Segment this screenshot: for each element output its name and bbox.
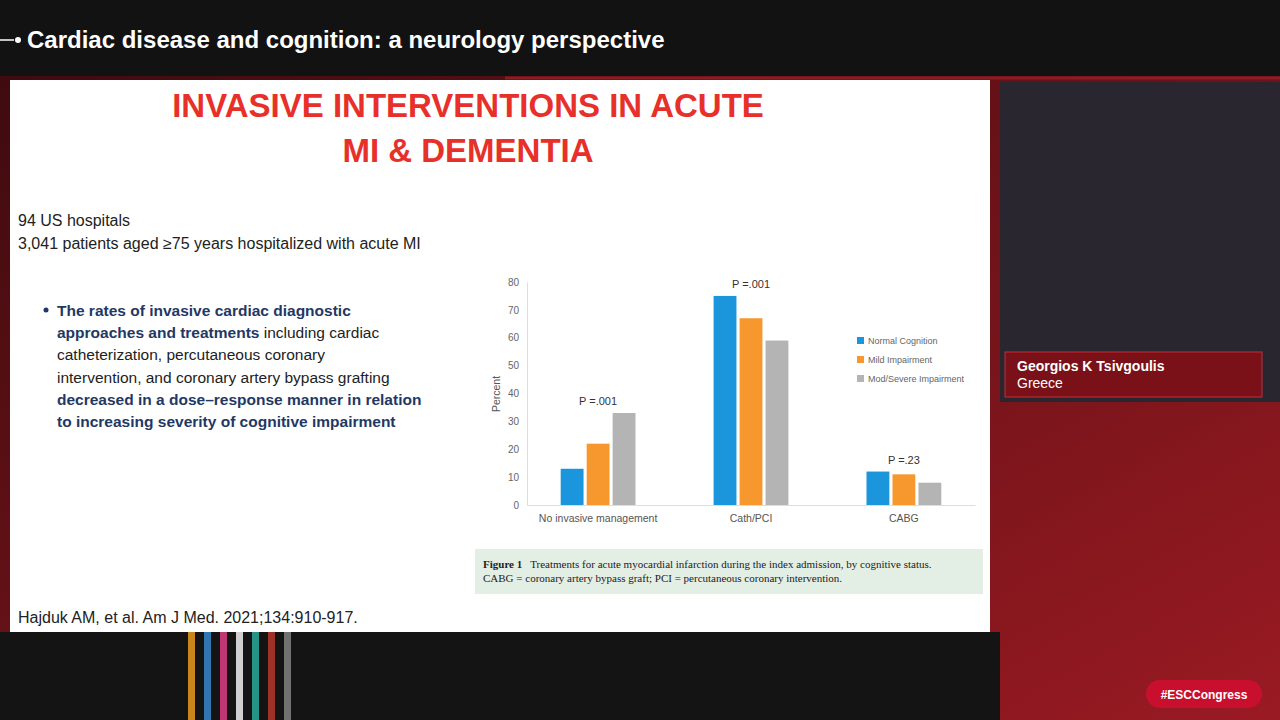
- decor-stripe: [236, 632, 243, 720]
- header-rule: [505, 77, 1280, 80]
- y-tick: 30: [508, 416, 527, 427]
- bullet-dot: [44, 308, 49, 313]
- speaker-box: [1005, 352, 1262, 397]
- y-tick: 80: [508, 277, 527, 288]
- header-tick: [0, 39, 14, 41]
- bar: [740, 318, 763, 505]
- bar: [892, 474, 915, 505]
- x-tick-label: Cath/PCI: [730, 512, 773, 524]
- citation: Hajduk AM, et al. Am J Med. 2021;134:910…: [18, 609, 358, 626]
- header-dot: [15, 37, 21, 43]
- bar: [918, 483, 941, 505]
- x-axis-line: [528, 505, 976, 506]
- x-tick: CABG: [889, 505, 919, 524]
- legend: Normal Cognition Mild Impairment Mod/Sever…: [857, 336, 965, 384]
- bullet-segment: including cardiac: [259, 324, 379, 341]
- background: [0, 0, 1280, 720]
- caption-text: CABG = coronary artery bypass graft; PCI…: [483, 572, 842, 584]
- speaker-video: [1000, 82, 1280, 402]
- x-tick-label: No invasive management: [539, 512, 658, 524]
- slide-canvas: Cardiac disease and cognition: a neurolo…: [0, 0, 1280, 720]
- bar: [561, 469, 584, 505]
- bar: [587, 444, 610, 505]
- decor-stripe: [284, 632, 291, 720]
- caption-box: [475, 549, 983, 594]
- bars: [561, 296, 942, 505]
- legend-swatch: [857, 356, 864, 363]
- slide-title: INVASIVE INTERVENTIONS IN ACUTE: [172, 87, 764, 124]
- bullet-segment: approaches and treatments: [57, 324, 259, 341]
- bullet-segment: decreased in a dose–response manner in r…: [57, 391, 421, 408]
- y-axis: 0 10 20 30 40 50 60 70 80: [508, 277, 528, 511]
- intro-text: 3,041 patients aged ≥75 years hospitaliz…: [18, 235, 421, 252]
- bullet-line: intervention, and coronary artery bypass…: [57, 369, 390, 386]
- speaker-country: Greece: [1017, 375, 1063, 391]
- header-bar: [0, 0, 1280, 76]
- y-tick-label: 0: [513, 500, 519, 511]
- legend-label: Mod/Severe Impairment: [868, 374, 965, 384]
- y-tick: 50: [508, 360, 527, 371]
- legend-label: Mild Impairment: [868, 355, 933, 365]
- decor-stripe: [204, 632, 211, 720]
- p-value-annotation: P =.001: [579, 395, 617, 407]
- y-tick-label: 10: [508, 472, 520, 483]
- slide-title: MI & DEMENTIA: [342, 132, 593, 169]
- y-tick: 0: [513, 500, 527, 511]
- y-tick: 20: [508, 444, 527, 455]
- bullet-line: approaches and treatments including card…: [57, 324, 379, 341]
- bar: [766, 341, 789, 505]
- decor-stripe: [252, 632, 259, 720]
- bar: [714, 296, 737, 505]
- y-axis-title: Percent: [490, 376, 502, 412]
- y-tick-label: 60: [508, 332, 520, 343]
- y-tick-label: 30: [508, 416, 520, 427]
- y-tick: 40: [508, 388, 527, 399]
- decor-stripe: [268, 632, 275, 720]
- decor-stripe: [188, 632, 195, 720]
- intro-text: 94 US hospitals: [18, 212, 130, 229]
- y-tick-label: 50: [508, 360, 520, 371]
- x-tick: No invasive management: [539, 505, 658, 524]
- y-tick-label: 80: [508, 277, 520, 288]
- bar: [613, 413, 636, 505]
- bar: [866, 472, 889, 505]
- bullet-line: The rates of invasive cardiac diagnostic: [57, 302, 351, 319]
- legend-label: Normal Cognition: [868, 336, 938, 346]
- y-axis-line: [527, 283, 528, 506]
- y-tick: 70: [508, 305, 527, 316]
- slide-page: [10, 80, 990, 632]
- legend-swatch: [857, 375, 864, 382]
- speaker-name: Georgios K Tsivgoulis: [1017, 358, 1165, 374]
- p-value-annotation: P =.23: [888, 454, 920, 466]
- y-tick-label: 40: [508, 388, 520, 399]
- caption-line: Figure 1 Treatments for acute myocardial …: [483, 558, 932, 570]
- bullet-line: catheterization, percutaneous coronary: [57, 346, 325, 363]
- x-tick-label: CABG: [889, 512, 919, 524]
- bullet-segment: to increasing severity of cognitive impa…: [57, 413, 396, 430]
- x-tick: Cath/PCI: [730, 505, 773, 524]
- hashtag: #ESCCongress: [1161, 688, 1248, 702]
- bullet-line: to increasing severity of cognitive impa…: [57, 413, 396, 430]
- hashtag-pill: [1146, 680, 1262, 708]
- caption-text: Treatments for acute myocardial infarcti…: [530, 558, 932, 570]
- y-tick: 10: [508, 472, 527, 483]
- y-tick-label: 70: [508, 305, 520, 316]
- header-text: Cardiac disease and cognition: a neurolo…: [27, 26, 665, 53]
- bottom-band: [0, 632, 1000, 720]
- legend-swatch: [857, 337, 864, 344]
- y-tick: 60: [508, 332, 527, 343]
- bullet-line: decreased in a dose–response manner in r…: [57, 391, 421, 408]
- x-axis: No invasive management Cath/PCI CABG: [528, 505, 976, 524]
- bullet-segment: catheterization, percutaneous coronary: [57, 346, 325, 363]
- decor-stripe: [220, 632, 227, 720]
- bullet-segment: The rates of invasive cardiac diagnostic: [57, 302, 351, 319]
- bullet-segment: intervention, and coronary artery bypass…: [57, 369, 390, 386]
- p-value-annotation: P =.001: [732, 278, 770, 290]
- y-tick-label: 20: [508, 444, 520, 455]
- caption-label: Figure 1: [483, 558, 522, 570]
